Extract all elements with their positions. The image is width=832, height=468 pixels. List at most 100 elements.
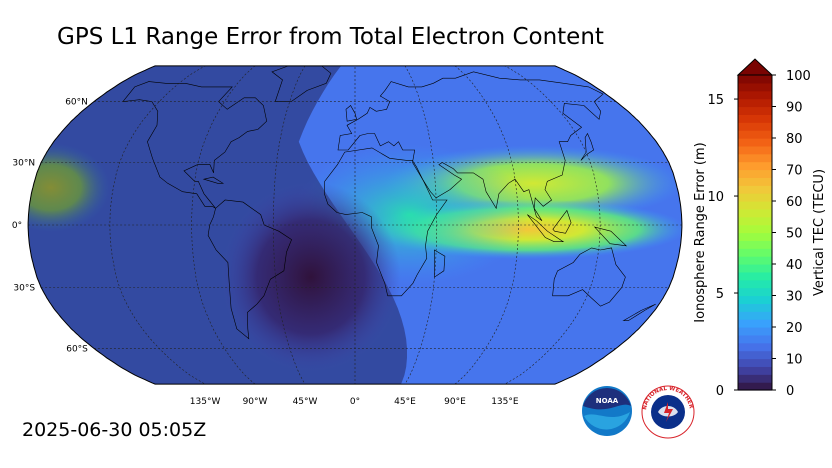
colorbar-band xyxy=(738,193,772,202)
tec-tick-label: 0 xyxy=(786,384,794,399)
colorbar-band xyxy=(738,138,772,147)
meridian-line xyxy=(191,65,262,385)
coastline xyxy=(552,209,572,234)
colorbar-band xyxy=(738,169,772,178)
longitude-label: 45°E xyxy=(394,397,416,407)
colorbar-band xyxy=(738,327,772,336)
range-axis-label: Ionosphere Range Error (m) xyxy=(693,142,708,322)
longitude-label: 0° xyxy=(350,397,360,407)
colorbar-band xyxy=(738,177,772,186)
atlantic-tec-minimum xyxy=(220,182,401,373)
coastline xyxy=(271,65,332,102)
colorbar-band xyxy=(738,161,772,171)
colorbar-band xyxy=(738,232,772,241)
colorbar-band xyxy=(738,208,772,218)
latitude-label: 60°S xyxy=(66,344,88,354)
colorbar-band xyxy=(738,271,772,281)
range-tick-labels: 0 5 10 15 xyxy=(707,93,738,399)
tec-axis-label: Vertical TEC (TECU) xyxy=(812,169,827,296)
colorbar-band xyxy=(738,240,772,249)
latitude-label: 30°S xyxy=(13,284,35,294)
colorbar-band xyxy=(738,122,772,131)
range-tick-label: 5 xyxy=(716,287,724,302)
longitude-labels: 135°W 90°W 45°W 0° 45°E 90°E 135°E xyxy=(190,397,519,407)
latitude-label: 60°N xyxy=(65,98,88,108)
graticule xyxy=(28,65,682,385)
tec-tick-label: 100 xyxy=(786,69,811,84)
colorbar-band xyxy=(738,342,772,352)
colorbar-band xyxy=(738,114,772,123)
meridian-line xyxy=(401,65,437,385)
longitude-label: 90°W xyxy=(243,397,268,407)
colorbar: 0 10 20 30 40 50 60 70 80 90 100 0 5 10 15 Vertical T… xyxy=(693,58,827,399)
tec-tick-label: 70 xyxy=(786,164,803,179)
latitude-label: 0° xyxy=(12,221,22,231)
colorbar-band xyxy=(738,311,772,320)
colorbar-band xyxy=(738,75,772,84)
coastline xyxy=(202,176,225,184)
tec-tick-label: 40 xyxy=(786,258,803,273)
colorbar-band xyxy=(738,366,772,375)
colorbar-band xyxy=(738,248,772,257)
coastline xyxy=(122,81,268,209)
colorbar-band xyxy=(738,303,772,312)
colorbar-extend-arrow xyxy=(736,58,774,76)
chart-title: GPS L1 Range Error from Total Electron C… xyxy=(57,24,604,50)
colorbar-band xyxy=(738,153,772,163)
colorbar-band xyxy=(738,256,772,265)
colorbar-band xyxy=(738,130,772,139)
colorbar-band xyxy=(738,106,772,115)
tec-tick-label: 60 xyxy=(786,195,803,210)
colorbar-band xyxy=(738,90,772,100)
colorbar-band xyxy=(738,82,772,92)
coastline xyxy=(580,132,594,161)
tec-tick-labels: 0 10 20 30 40 50 60 70 80 90 100 xyxy=(772,69,811,399)
range-tick-label: 0 xyxy=(716,384,724,399)
meridian-line xyxy=(448,65,519,385)
range-tick-label: 15 xyxy=(707,93,724,108)
longitude-label: 45°W xyxy=(293,397,318,407)
valid-time: 2025-06-30 05:05Z xyxy=(22,419,207,441)
coastline xyxy=(434,249,446,278)
colorbar-band xyxy=(738,201,772,210)
coastline xyxy=(337,71,604,222)
coastline xyxy=(207,199,292,340)
latitude-labels: 60°N 30°N 0° 30°S 60°S xyxy=(12,98,88,355)
colorbar-band xyxy=(738,295,772,304)
colorbar-band xyxy=(738,382,772,391)
longitude-label: 90°E xyxy=(444,397,466,407)
colorbar-band xyxy=(738,224,772,234)
range-tick-label: 10 xyxy=(707,190,724,205)
tec-tick-label: 10 xyxy=(786,353,803,368)
colorbar-band xyxy=(738,264,772,273)
noaa-logo-text: NOAA xyxy=(596,397,619,405)
agency-logos: NOAA NATIONAL WEATHER SERVICE xyxy=(578,378,700,442)
colorbar-band xyxy=(738,319,772,328)
colorbar-band xyxy=(738,358,772,367)
longitude-label: 135°E xyxy=(491,397,519,407)
colorbar-band xyxy=(738,145,772,155)
coastlines xyxy=(122,65,656,340)
meridian-line xyxy=(109,65,215,385)
tec-tick-label: 30 xyxy=(786,290,803,305)
colorbar-band xyxy=(738,185,772,194)
meridian-line xyxy=(495,65,601,385)
longitude-label: 135°W xyxy=(190,397,221,407)
tec-tick-label: 20 xyxy=(786,321,803,336)
colorbar-band xyxy=(738,216,772,226)
colorbar-bands xyxy=(738,75,772,391)
noaa-logo: NOAA xyxy=(582,386,632,436)
colorbar-band xyxy=(738,350,772,360)
coastline xyxy=(527,214,565,242)
colorbar-band xyxy=(738,334,772,344)
coastline xyxy=(622,303,656,321)
coastline xyxy=(593,226,628,247)
meridian-line xyxy=(273,65,309,385)
tec-tick-label: 80 xyxy=(786,132,803,147)
map-boundary xyxy=(27,65,683,385)
colorbar-band xyxy=(738,98,772,108)
colorbar-band xyxy=(738,279,772,289)
pacific-anomaly xyxy=(28,142,111,233)
